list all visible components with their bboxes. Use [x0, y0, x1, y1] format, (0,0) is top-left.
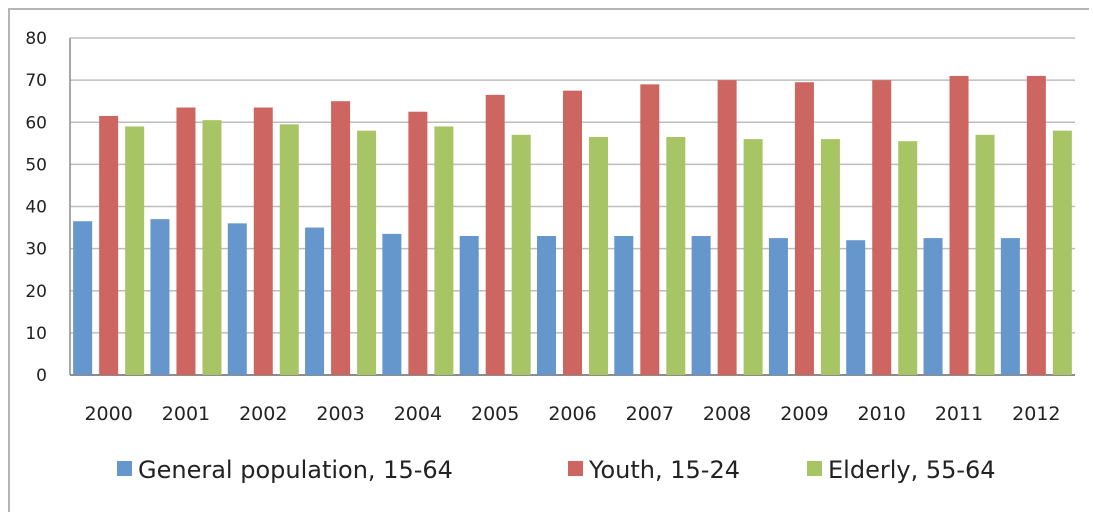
x-tick-label: 2003 [316, 403, 364, 425]
x-tick-label: 2001 [162, 403, 210, 425]
y-tick-label: 80 [25, 29, 47, 49]
bar [820, 139, 840, 375]
y-tick-label: 30 [25, 240, 47, 260]
bar [794, 82, 814, 375]
bar [949, 75, 969, 375]
x-tick-label: 2009 [780, 403, 828, 425]
bar [537, 235, 556, 375]
bar [768, 238, 788, 375]
bar [511, 134, 531, 375]
bar [975, 134, 995, 375]
bar [357, 130, 377, 375]
y-tick-label: 70 [25, 71, 47, 91]
legend-label: Youth, 15-24 [588, 456, 740, 484]
bar [408, 111, 428, 375]
bar [176, 107, 196, 375]
bar [640, 84, 660, 376]
x-tick-label: 2012 [1012, 403, 1060, 425]
legend: General population, 15-64 Youth, 15-24 Eld… [117, 456, 996, 484]
x-tick-label: 2010 [858, 403, 906, 425]
legend-swatch [117, 461, 132, 476]
bar [150, 219, 170, 375]
bar [73, 221, 93, 375]
chart-frame [8, 8, 1089, 512]
x-tick-label: 2007 [626, 403, 674, 425]
bar [125, 126, 145, 376]
bar [305, 227, 325, 375]
bar [846, 240, 866, 375]
x-tick-label: 2011 [935, 403, 983, 425]
y-tick-label: 40 [25, 198, 47, 218]
bar [1052, 130, 1072, 375]
bars [73, 75, 1072, 376]
y-tick-label: 60 [25, 113, 47, 133]
bar [666, 136, 686, 375]
x-tick-label: 2006 [548, 403, 596, 425]
bar [563, 90, 582, 375]
y-tick-label: 0 [36, 366, 47, 386]
bar [743, 139, 763, 375]
x-tick-label: 2000 [84, 403, 132, 425]
bar [872, 80, 892, 375]
bar [923, 238, 943, 375]
bar [253, 107, 273, 375]
legend-label: General population, 15-64 [138, 456, 453, 484]
y-axis-tick-labels: 0 10 20 30 40 50 60 70 80 [25, 29, 47, 386]
y-tick-label: 50 [25, 155, 47, 175]
bar [382, 233, 402, 375]
x-tick-label: 2002 [239, 403, 287, 425]
legend-label: Elderly, 55-64 [828, 456, 996, 484]
legend-swatch [568, 461, 583, 476]
y-tick-label: 20 [25, 282, 47, 302]
x-tick-label: 2008 [703, 403, 751, 425]
legend-swatch [807, 461, 822, 476]
bar [99, 115, 119, 376]
x-tick-label: 2005 [471, 403, 519, 425]
bar [614, 235, 634, 375]
x-axis-category-labels: 2000 2001 2002 2003 2004 2005 2006 2007 2008 2009… [84, 403, 1060, 425]
bar [331, 101, 351, 375]
bar [1026, 75, 1046, 375]
x-tick-label: 2004 [394, 403, 442, 425]
y-tick-label: 10 [25, 324, 47, 344]
bar [485, 94, 505, 376]
bar [227, 223, 247, 375]
bar [279, 124, 299, 375]
bar [589, 136, 608, 375]
bar [717, 80, 737, 375]
bar [898, 141, 918, 375]
bar [691, 235, 711, 375]
bar [1000, 238, 1020, 375]
bar [202, 120, 222, 375]
bar [434, 126, 454, 376]
bar [459, 235, 479, 375]
